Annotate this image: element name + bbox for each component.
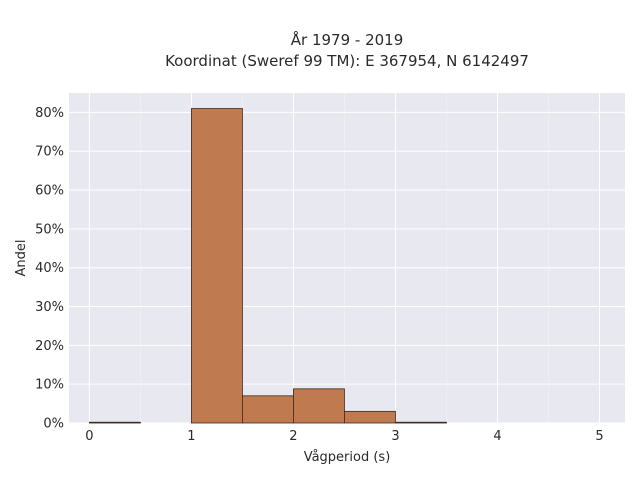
bars	[89, 108, 447, 424]
x-tick-label: 5	[595, 429, 603, 444]
y-tick-label: 80%	[35, 106, 64, 121]
histogram-bar	[293, 388, 345, 424]
y-tick-label: 70%	[35, 145, 64, 160]
x-axis-label: Vågperiod (s)	[304, 450, 391, 465]
y-tick-label: 50%	[35, 222, 64, 237]
y-tick-label: 40%	[35, 261, 64, 276]
grid	[69, 93, 625, 424]
x-tick-label: 3	[391, 429, 399, 444]
x-tick-label: 1	[187, 429, 195, 444]
histogram-bar	[89, 421, 141, 424]
plot-area	[69, 93, 625, 423]
y-tick-label: 0%	[43, 417, 64, 432]
y-ticks: 0% 10% 20% 30% 40% 50% 60% 70% 80%	[35, 106, 64, 432]
histogram-bar	[395, 421, 447, 424]
x-tick-label: 0	[85, 429, 93, 444]
chart-title-line2: Koordinat (Sweref 99 TM): E 367954, N 61…	[165, 52, 529, 70]
y-tick-label: 20%	[35, 339, 64, 354]
histogram-bar	[242, 395, 294, 424]
histogram-bar	[344, 410, 396, 424]
x-ticks: 0 1 2 3 4 5	[85, 429, 603, 444]
y-tick-label: 10%	[35, 378, 64, 393]
x-tick-label: 4	[493, 429, 501, 444]
y-tick-label: 60%	[35, 184, 64, 199]
x-tick-label: 2	[289, 429, 297, 444]
y-tick-label: 30%	[35, 300, 64, 315]
chart-title-line1: År 1979 - 2019	[291, 30, 404, 49]
y-axis-label: Andel	[14, 240, 29, 277]
histogram-bar	[191, 108, 243, 424]
